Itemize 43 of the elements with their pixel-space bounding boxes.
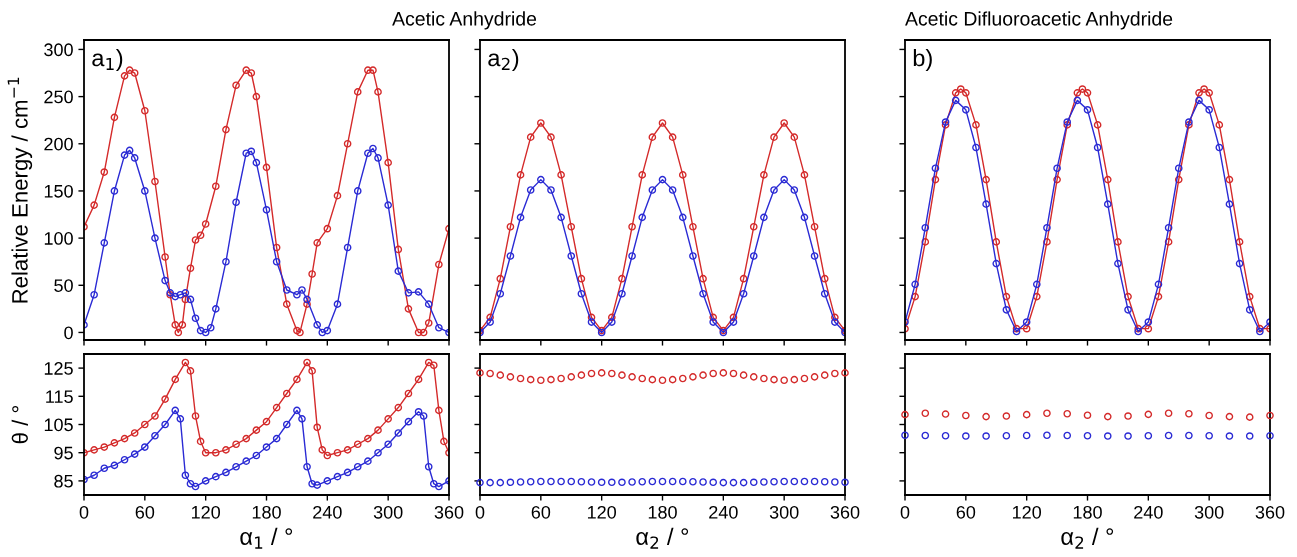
x-tick-label: 60 [531, 505, 551, 519]
y-tick-label: 95 [54, 446, 73, 460]
y-tick-label: 0 [64, 326, 73, 340]
y-tick-label: 115 [46, 390, 73, 404]
y-tick-label: 105 [44, 418, 73, 432]
y-tick-label: 100 [44, 232, 73, 245]
annotation: a$_{1}$) [92, 49, 123, 71]
x-tick-label: 240 [313, 505, 342, 519]
x-tick-label: 360 [830, 505, 860, 519]
x-tick-label: 120 [587, 505, 617, 519]
x-tick-label: 300 [1194, 505, 1224, 519]
y-tick-label: 85 [54, 474, 73, 488]
x-axis-title: α$_{1}$ / ° [240, 527, 293, 549]
x-tick-label: 0 [79, 505, 89, 519]
chart-title: Acetic Anhydride [392, 11, 537, 30]
chart-title: Acetic Difluoroacetic Anhydride [905, 11, 1173, 30]
y-tick-label: 200 [44, 137, 73, 151]
x-axis-title: α$_{2}$ / ° [1061, 527, 1114, 549]
x-tick-label: 240 [709, 505, 738, 519]
x-tick-label: 180 [1073, 505, 1102, 519]
x-tick-label: 120 [1012, 505, 1042, 519]
y-tick-label: 50 [54, 279, 73, 292]
x-tick-label: 0 [475, 505, 485, 519]
y-tick-label: 150 [44, 184, 73, 198]
x-tick-label: 300 [769, 505, 799, 519]
x-tick-label: 60 [956, 505, 976, 519]
x-tick-label: 360 [434, 505, 464, 519]
x-tick-label: 60 [135, 505, 155, 519]
x-tick-label: 300 [373, 505, 403, 519]
y-axis-title: θ / ° [11, 405, 28, 444]
y-tick-label: 125 [44, 362, 73, 375]
x-tick-label: 360 [1255, 505, 1285, 519]
x-axis-title: α$_{2}$ / ° [636, 527, 689, 549]
y-tick-label: 300 [44, 43, 73, 57]
y-axis-title: Relative Energy / cm$^{−1}$ [7, 77, 33, 303]
x-tick-label: 180 [648, 505, 677, 519]
x-tick-label: 180 [252, 505, 281, 519]
y-tick-label: 250 [44, 90, 73, 104]
annotation: a$_{2}$) [488, 49, 519, 71]
x-tick-label: 240 [1134, 505, 1163, 519]
x-tick-label: 120 [191, 505, 221, 519]
annotation: b) [913, 49, 932, 71]
x-tick-label: 0 [900, 505, 910, 519]
